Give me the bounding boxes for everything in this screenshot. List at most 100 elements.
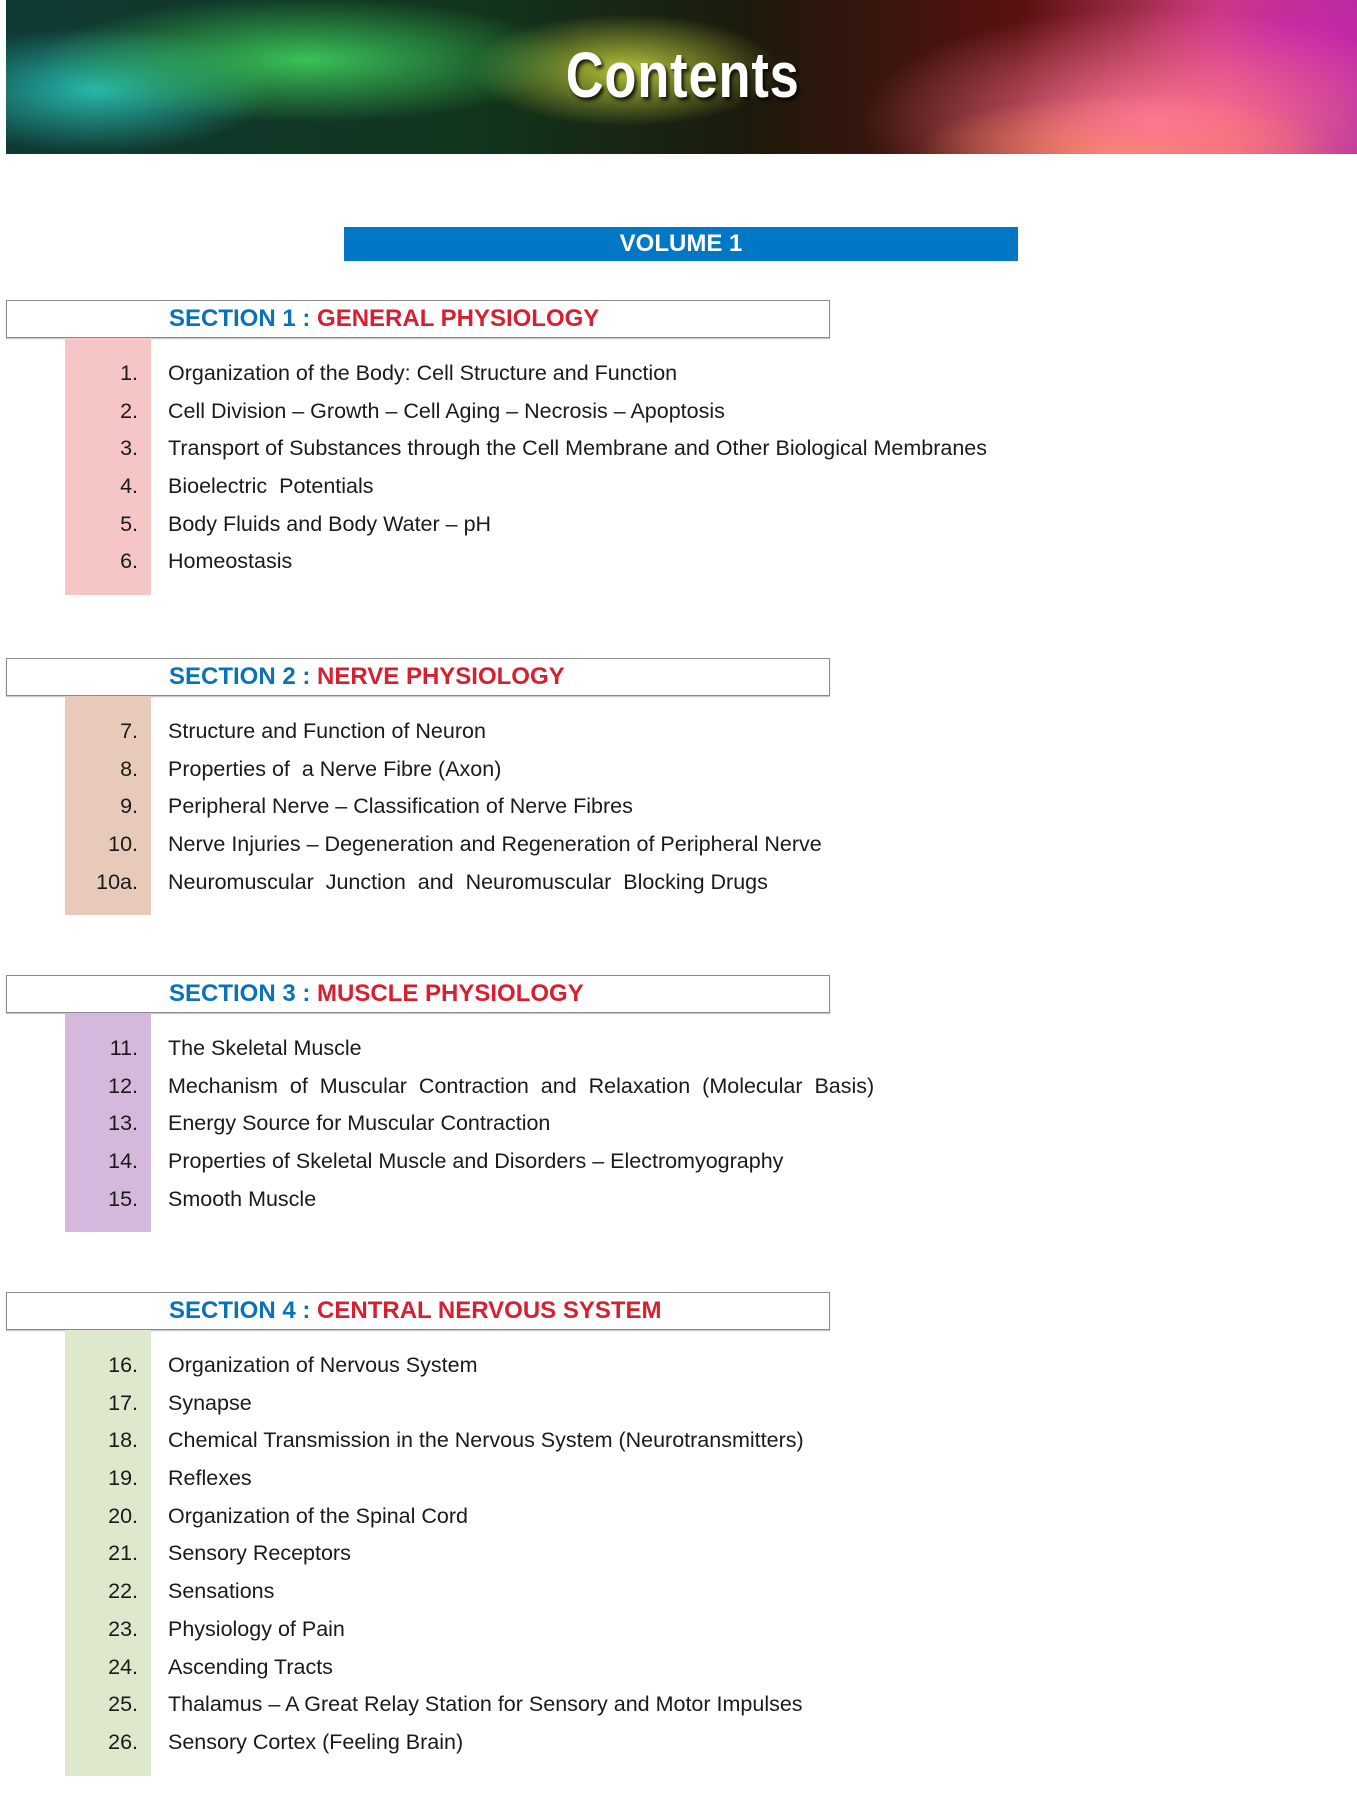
chapter-title: Properties of Skeletal Muscle and Disord… — [168, 1149, 784, 1174]
chapter-number: 14. — [108, 1149, 138, 1174]
chapter-title: Bioelectric Potentials — [168, 474, 374, 499]
chapter-item[interactable]: 11. The Skeletal Muscle — [6, 1030, 830, 1068]
chapter-number: 1. — [120, 361, 138, 385]
chapter-item[interactable]: 15. Smooth Muscle — [6, 1181, 830, 1219]
chapter-item[interactable]: 14. Properties of Skeletal Muscle and Di… — [6, 1143, 830, 1181]
contents-banner: Contents — [6, 0, 1357, 154]
chapter-item[interactable]: 7. Structure and Function of Neuron — [6, 713, 830, 751]
chapter-list: 1. Organization of the Body: Cell Struct… — [6, 338, 987, 596]
chapter-title: Properties of a Nerve Fibre (Axon) — [168, 756, 502, 781]
section-name: NERVE PHYSIOLOGY — [317, 663, 565, 690]
section-title: SECTION 3 : MUSCLE PHYSIOLOGY — [169, 980, 584, 1008]
chapter-item[interactable]: 21. Sensory Receptors — [6, 1535, 830, 1573]
chapter-number: 8. — [120, 756, 138, 781]
chapter-item[interactable]: 9. Peripheral Nerve – Classification of … — [6, 788, 830, 826]
chapter-title: Cell Division – Growth – Cell Aging – Ne… — [168, 398, 725, 423]
chapter-item[interactable]: 22. Sensations — [6, 1573, 830, 1611]
chapter-number: 21. — [108, 1541, 138, 1566]
chapter-number: 13. — [108, 1111, 138, 1136]
chapter-title: Mechanism of Muscular Contraction and Re… — [168, 1073, 875, 1098]
chapter-number: 4. — [120, 474, 138, 499]
section-header: SECTION 1 : GENERAL PHYSIOLOGY — [6, 300, 830, 338]
number-column-band — [65, 1013, 151, 1233]
section-header: SECTION 4 : CENTRAL NERVOUS SYSTEM — [6, 1292, 830, 1330]
number-column-band — [65, 338, 151, 596]
chapter-title: Smooth Muscle — [168, 1186, 317, 1211]
chapter-item[interactable]: 2. Cell Division – Growth – Cell Aging –… — [6, 393, 830, 431]
chapter-list: 16. Organization of Nervous System 17. S… — [6, 1330, 830, 1776]
section-label: SECTION 1 : — [169, 305, 311, 332]
number-column-band — [65, 1330, 151, 1776]
chapter-item[interactable]: 17. Synapse — [6, 1385, 830, 1423]
chapter-title: Sensory Receptors — [168, 1541, 351, 1566]
section-name: GENERAL PHYSIOLOGY — [317, 305, 600, 332]
chapter-number: 12. — [108, 1073, 138, 1098]
volume-heading: VOLUME 1 — [344, 227, 1018, 261]
chapter-title: Organization of Nervous System — [168, 1353, 478, 1377]
section-title: SECTION 1 : GENERAL PHYSIOLOGY — [169, 305, 599, 333]
chapter-number: 26. — [108, 1729, 138, 1754]
chapter-title: Physiology of Pain — [168, 1616, 345, 1641]
section-header: SECTION 2 : NERVE PHYSIOLOGY — [6, 658, 830, 696]
chapter-number: 18. — [108, 1428, 138, 1453]
chapter-title: Reflexes — [168, 1466, 252, 1491]
chapter-title: Body Fluids and Body Water – pH — [168, 511, 492, 536]
chapter-item[interactable]: 26. Sensory Cortex (Feeling Brain) — [6, 1724, 830, 1762]
chapter-title: Synapse — [168, 1390, 252, 1415]
chapter-number: 16. — [108, 1353, 138, 1377]
chapter-title: Sensations — [168, 1579, 275, 1604]
chapter-item[interactable]: 12. Mechanism of Muscular Contraction an… — [6, 1068, 874, 1106]
chapter-number: 5. — [120, 511, 138, 536]
chapter-item[interactable]: 24. Ascending Tracts — [6, 1649, 830, 1687]
chapter-title: Organization of the Spinal Cord — [168, 1503, 468, 1528]
section-2: SECTION 2 : NERVE PHYSIOLOGY 7. Structur… — [6, 658, 830, 916]
chapter-item[interactable]: 8. Properties of a Nerve Fibre (Axon) — [6, 751, 830, 789]
chapter-item[interactable]: 5. Body Fluids and Body Water – pH — [6, 506, 830, 544]
section-header: SECTION 3 : MUSCLE PHYSIOLOGY — [6, 975, 830, 1013]
chapter-item[interactable]: 25. Thalamus – A Great Relay Station for… — [6, 1686, 830, 1724]
chapter-number: 2. — [120, 398, 138, 423]
chapter-number: 10a. — [96, 869, 138, 894]
chapter-number: 3. — [120, 436, 138, 461]
chapter-list: 11. The Skeletal Muscle 12. Mechanism of… — [6, 1013, 874, 1233]
chapter-item[interactable]: 20. Organization of the Spinal Cord — [6, 1498, 830, 1536]
chapter-list: 7. Structure and Function of Neuron 8. P… — [6, 696, 830, 916]
chapter-number: 23. — [108, 1616, 138, 1641]
chapter-item[interactable]: 23. Physiology of Pain — [6, 1611, 830, 1649]
section-title: SECTION 4 : CENTRAL NERVOUS SYSTEM — [169, 1297, 662, 1325]
chapter-title: Sensory Cortex (Feeling Brain) — [168, 1729, 464, 1754]
chapter-number: 7. — [120, 719, 138, 743]
chapter-item[interactable]: 1. Organization of the Body: Cell Struct… — [6, 355, 830, 393]
chapter-title: Thalamus – A Great Relay Station for Sen… — [168, 1692, 803, 1717]
chapter-number: 17. — [108, 1390, 138, 1415]
chapter-title: Ascending Tracts — [168, 1654, 333, 1679]
section-label: SECTION 4 : — [169, 1297, 311, 1324]
chapter-title: Homeostasis — [168, 549, 293, 574]
chapter-item[interactable]: 16. Organization of Nervous System — [6, 1347, 830, 1385]
section-4: SECTION 4 : CENTRAL NERVOUS SYSTEM 16. O… — [6, 1292, 830, 1776]
chapter-title: Peripheral Nerve – Classification of Ner… — [168, 794, 633, 819]
chapter-item[interactable]: 3. Transport of Substances through the C… — [6, 430, 987, 468]
chapter-title: Energy Source for Muscular Contraction — [168, 1111, 551, 1136]
chapter-item[interactable]: 13. Energy Source for Muscular Contracti… — [6, 1105, 830, 1143]
chapter-item[interactable]: 19. Reflexes — [6, 1460, 830, 1498]
chapter-number: 19. — [108, 1466, 138, 1491]
section-label: SECTION 2 : — [169, 663, 311, 690]
chapter-item[interactable]: 18. Chemical Transmission in the Nervous… — [6, 1422, 830, 1460]
chapter-number: 25. — [108, 1692, 138, 1717]
chapter-item[interactable]: 10. Nerve Injuries – Degeneration and Re… — [6, 826, 830, 864]
chapter-item[interactable]: 10a. Neuromuscular Junction and Neuromus… — [6, 864, 830, 902]
section-name: CENTRAL NERVOUS SYSTEM — [317, 1297, 662, 1324]
section-name: MUSCLE PHYSIOLOGY — [317, 980, 584, 1007]
chapter-number: 20. — [108, 1503, 138, 1528]
chapter-number: 15. — [108, 1186, 138, 1211]
chapter-title: Neuromuscular Junction and Neuromuscular… — [168, 869, 768, 894]
chapter-title: Chemical Transmission in the Nervous Sys… — [168, 1428, 804, 1453]
chapter-title: Nerve Injuries – Degeneration and Regene… — [168, 832, 822, 857]
chapter-title: Structure and Function of Neuron — [168, 719, 486, 743]
section-3: SECTION 3 : MUSCLE PHYSIOLOGY 11. The Sk… — [6, 975, 874, 1233]
chapter-title: Transport of Substances through the Cell… — [168, 436, 988, 461]
chapter-item[interactable]: 6. Homeostasis — [6, 543, 830, 581]
chapter-number: 9. — [120, 794, 138, 819]
chapter-item[interactable]: 4. Bioelectric Potentials — [6, 468, 830, 506]
